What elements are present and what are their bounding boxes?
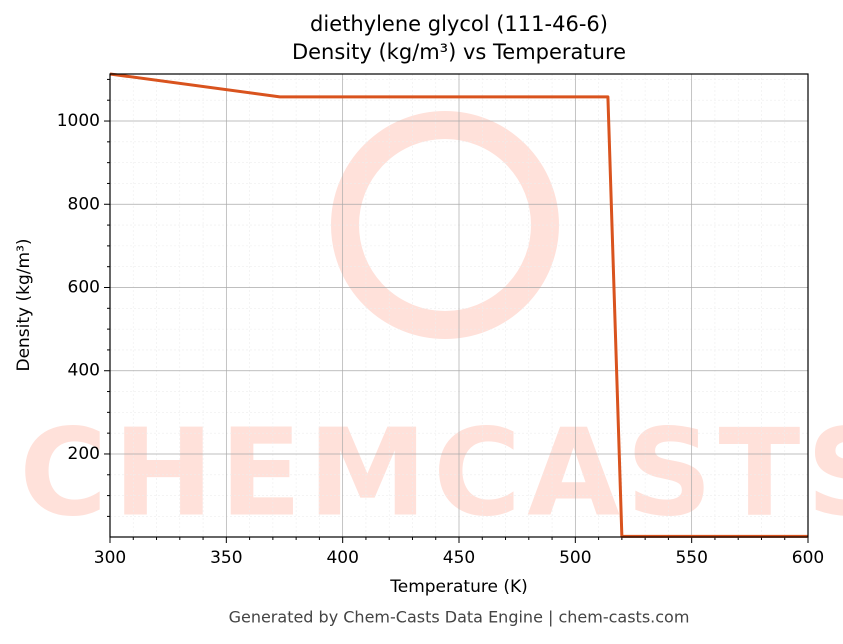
chart-title: diethylene glycol (111-46-6)	[310, 12, 608, 36]
x-tick-label: 550	[675, 548, 707, 568]
x-tick-label: 350	[210, 548, 242, 568]
x-tick-label: 600	[792, 548, 824, 568]
watermark-logo	[331, 111, 559, 339]
x-tick-label: 450	[443, 548, 475, 568]
y-tick-label: 400	[68, 361, 100, 381]
x-tick-label: 400	[326, 548, 358, 568]
plot-frame	[109, 73, 809, 538]
y-tick-label: 1000	[57, 111, 100, 131]
data-line	[109, 72, 808, 538]
y-tick-label: 600	[68, 278, 100, 298]
footer: Generated by Chem-Casts Data Engine | ch…	[229, 608, 690, 627]
y-tick-label: 200	[68, 444, 100, 464]
y-axis-label: Density (kg/m³)	[14, 238, 34, 371]
x-axis-label: Temperature (K)	[389, 577, 528, 597]
watermark: CHEMCASTS	[19, 405, 843, 544]
y-tick-label: 800	[68, 194, 100, 214]
x-tick-label: 300	[94, 548, 126, 568]
x-tick-label: 500	[559, 548, 591, 568]
chart-subtitle: Density (kg/m³) vs Temperature	[292, 40, 626, 64]
